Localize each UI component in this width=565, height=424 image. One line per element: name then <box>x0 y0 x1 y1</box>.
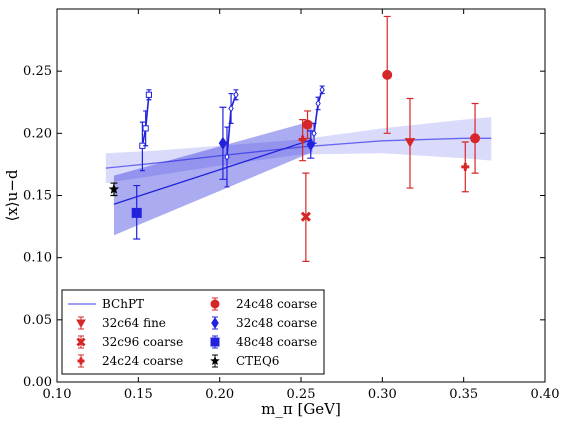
legend-label: 48c48 coarse <box>236 335 317 349</box>
legend-swatch-triangle-down <box>76 319 86 329</box>
y-tick-label: 0.10 <box>23 251 52 266</box>
data-point-diamond <box>306 137 315 152</box>
y-tick-label: 0.05 <box>23 313 52 328</box>
x-tick-label: 0.10 <box>43 387 72 402</box>
extrapolation-marker <box>319 85 325 94</box>
fit-line <box>113 138 313 205</box>
extrapolation-marker <box>224 152 230 162</box>
extrapolation-marker <box>142 125 149 132</box>
fit-line <box>105 137 492 169</box>
data-point-circle <box>302 119 313 130</box>
legend-label: BChPT <box>102 297 144 311</box>
extrapolation-marker <box>315 99 321 108</box>
legend-swatch-x <box>76 337 86 347</box>
x-tick-label: 0.35 <box>449 387 478 402</box>
fit-band <box>113 120 313 236</box>
extrapolation-points <box>139 85 325 188</box>
legend-label: 32c64 fine <box>102 316 166 330</box>
y-tick-label: 0.15 <box>23 189 52 204</box>
extrapolation-marker <box>311 129 317 138</box>
extrapolation-marker <box>228 104 234 113</box>
data-point-circle <box>382 69 393 80</box>
data-point-square <box>131 207 142 218</box>
y-axis-label: ⟨x⟩u−d <box>3 169 21 221</box>
data-point-plus <box>461 162 470 171</box>
legend-label: 24c48 coarse <box>236 297 317 311</box>
data-point-plus <box>298 135 307 144</box>
x-tick-label: 0.20 <box>205 387 234 402</box>
legend-swatch-circle <box>210 299 220 309</box>
legend-swatch-diamond <box>211 317 219 329</box>
x-tick-label: 0.40 <box>531 387 560 402</box>
x-tick-label: 0.15 <box>124 387 153 402</box>
extrapolation-marker <box>145 91 153 98</box>
data-points <box>108 15 481 262</box>
legend-label: 32c96 coarse <box>102 335 183 349</box>
data-point-triangle-down <box>404 138 416 148</box>
fit-bands <box>105 117 492 236</box>
data-point-diamond <box>218 136 228 150</box>
data-point-circle <box>470 133 481 144</box>
y-tick-label: 0.20 <box>23 126 52 141</box>
extrapolation-marker <box>233 90 239 99</box>
legend-label: 24c24 coarse <box>102 354 183 368</box>
legend-swatch-plus <box>77 357 85 365</box>
legend: BChPT 32c64 fine 32c96 coarse 24c24 coarse 2… <box>61 289 325 375</box>
x-tick-label: 0.30 <box>368 387 397 402</box>
y-tick-label: 0.00 <box>23 375 52 390</box>
legend-swatch-star <box>210 355 220 366</box>
x-axis-label: m_π [GeV] <box>261 400 341 418</box>
data-point-x <box>300 211 311 222</box>
y-tick-label: 0.25 <box>23 64 52 79</box>
fit-band <box>105 117 492 184</box>
x-tick-label: 0.25 <box>287 387 316 402</box>
data-point-star <box>108 183 120 194</box>
legend-box <box>61 289 325 375</box>
legend-label: 32c48 coarse <box>236 316 317 330</box>
axis-ticks: 0.10 0.15 0.20 0.25 0.30 0.35 0.40 0.00 0.05 0.10… <box>23 9 559 402</box>
legend-label: CTEQ6 <box>236 354 279 368</box>
legend-swatch-square <box>210 337 220 347</box>
